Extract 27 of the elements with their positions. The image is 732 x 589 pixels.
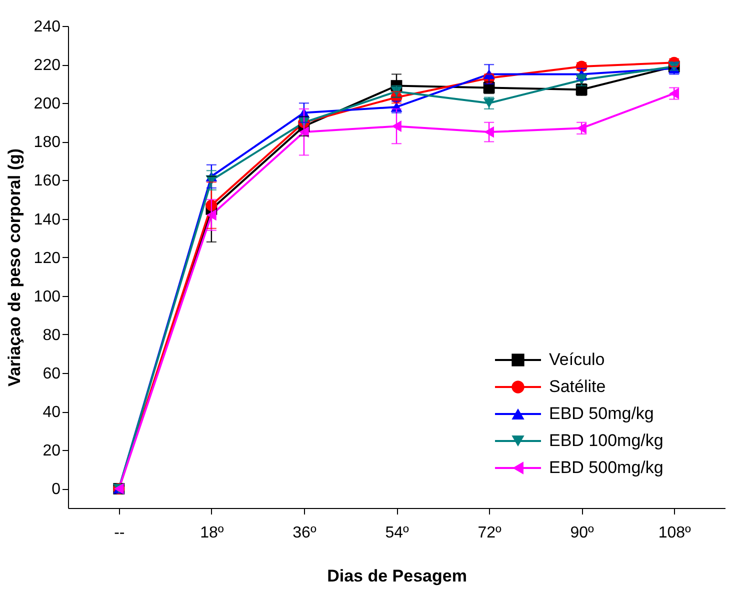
x-axis-title: Dias de Pesagem	[327, 566, 467, 586]
y-tick-label: 200	[34, 96, 61, 113]
y-axis-title: Variaçao de peso corporal (g)	[4, 148, 24, 387]
legend-label: Veículo	[549, 350, 605, 369]
y-tick-label: 160	[34, 172, 61, 190]
y-tick-label: 40	[42, 404, 61, 422]
x-tick-label: 18º	[200, 524, 224, 542]
x-tick-label: 54º	[385, 524, 409, 542]
y-tick-label: 140	[34, 211, 61, 228]
x-tick-label: 72º	[478, 524, 502, 542]
legend-label: EBD 500mg/kg	[549, 458, 664, 477]
y-tick-label: 20	[42, 442, 61, 460]
x-tick-label: --	[114, 524, 125, 542]
y-tick-label: 180	[34, 134, 61, 152]
y-tick-label: 120	[34, 250, 61, 267]
x-tick-label: 108º	[658, 524, 692, 542]
x-tick-label: 90º	[570, 524, 594, 542]
legend-label: EBD 100mg/kg	[549, 431, 664, 450]
y-tick-label: 240	[34, 18, 61, 36]
legend-label: Satélite	[549, 377, 606, 396]
y-tick-label: 220	[34, 57, 61, 74]
y-tick-label: 60	[42, 366, 61, 383]
y-tick-label: 0	[52, 481, 61, 498]
y-tick-label: 80	[42, 326, 61, 344]
y-tick-label: 100	[34, 288, 61, 306]
x-tick-label: 36º	[292, 524, 316, 542]
legend-label: EBD 50mg/kg	[549, 404, 654, 423]
